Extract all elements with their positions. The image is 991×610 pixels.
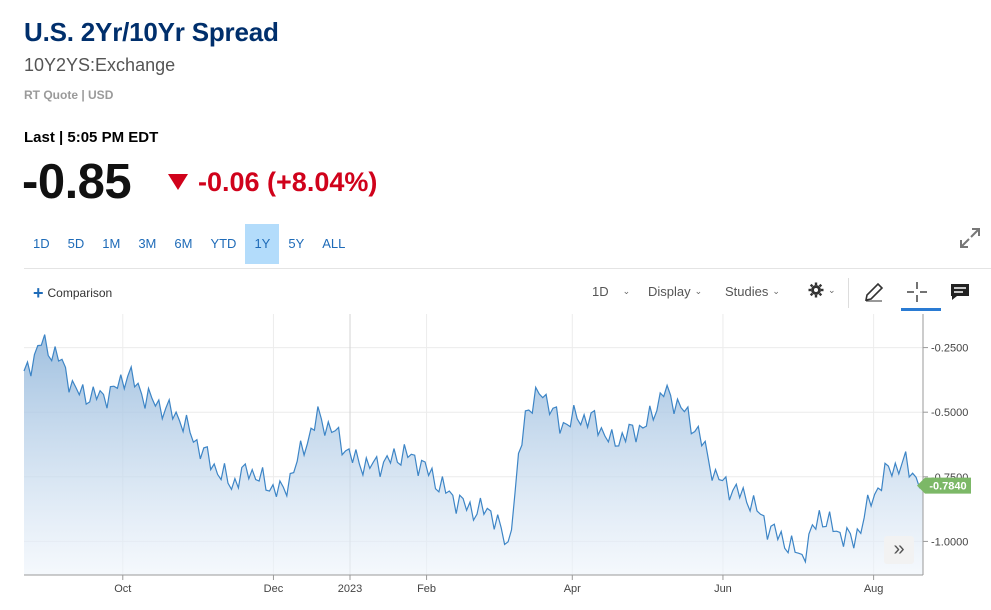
- toolbar-separator: [848, 278, 849, 308]
- symbol-label: 10Y2YS:Exchange: [24, 55, 176, 75]
- chevron-down-icon: ⌄: [772, 286, 780, 296]
- crosshair-active-indicator: [901, 308, 941, 311]
- price-change: -0.06 (+8.04%): [198, 167, 378, 197]
- display-label: Display: [648, 284, 691, 299]
- display-dropdown[interactable]: Display ⌄: [648, 284, 702, 299]
- comparison-label: Comparison: [47, 286, 113, 300]
- range-tab-5y[interactable]: 5Y: [288, 236, 305, 251]
- y-tick-label: -0.2500: [931, 343, 968, 355]
- expand-icon[interactable]: [958, 226, 982, 250]
- range-tab-ytd[interactable]: YTD: [210, 236, 237, 251]
- chevron-down-icon: ⌄: [622, 286, 631, 296]
- last-update-label: Last | 5:05 PM EDT: [24, 129, 159, 146]
- range-tab-all[interactable]: ALL: [322, 236, 346, 251]
- x-tick-label: Apr: [564, 583, 581, 595]
- x-tick-label: Jun: [714, 583, 732, 595]
- down-arrow-icon: [168, 174, 188, 190]
- y-tick-label: -0.5000: [931, 407, 968, 419]
- studies-label: Studies: [725, 284, 769, 299]
- x-tick-label: Feb: [417, 583, 436, 595]
- pencil-icon[interactable]: [862, 280, 886, 304]
- range-tab-3m[interactable]: 3M: [138, 236, 157, 251]
- spread-chart[interactable]: -0.2500-0.5000-0.7500-1.0000OctDec2023Fe…: [0, 312, 991, 610]
- scroll-forward-button[interactable]: »: [884, 536, 914, 564]
- y-tick-label: -1.0000: [931, 536, 968, 548]
- x-tick-label: 2023: [338, 583, 362, 595]
- comparison-button[interactable]: + Comparison: [33, 283, 113, 303]
- time-range-tabs: 1D 5D 1M 3M 6M YTD 1Y 5Y ALL: [24, 224, 354, 264]
- range-tab-5d[interactable]: 5D: [67, 236, 85, 251]
- range-tab-1d[interactable]: 1D: [33, 236, 50, 251]
- range-tab-1m[interactable]: 1M: [102, 236, 121, 251]
- last-value-badge: [917, 477, 971, 494]
- interval-label: 1D: [592, 284, 609, 299]
- chevron-down-icon: ⌄: [828, 284, 836, 295]
- chevron-down-icon: ⌄: [694, 286, 703, 296]
- gear-icon: [808, 282, 824, 298]
- spread-area: [24, 334, 923, 575]
- spread-line: [23, 334, 924, 564]
- plus-icon: +: [33, 283, 44, 303]
- studies-dropdown[interactable]: Studies ⌄: [725, 284, 780, 299]
- last-value-label: -0.7840: [929, 481, 966, 493]
- interval-dropdown[interactable]: 1D ⌄: [592, 284, 630, 299]
- crosshair-icon[interactable]: [905, 280, 929, 304]
- last-price: -0.85: [22, 155, 132, 209]
- range-tab-6m[interactable]: 6M: [174, 236, 193, 251]
- range-tab-1y[interactable]: 1Y: [245, 224, 280, 264]
- quote-type-label: RT Quote | USD: [24, 88, 114, 102]
- settings-dropdown[interactable]: ⌄: [808, 282, 836, 298]
- x-tick-label: Dec: [264, 583, 284, 595]
- toolbar-divider: [24, 268, 991, 269]
- x-tick-label: Aug: [864, 583, 884, 595]
- x-tick-label: Oct: [114, 583, 131, 595]
- comment-icon[interactable]: [948, 280, 972, 304]
- page-title: U.S. 2Yr/10Yr Spread: [24, 17, 279, 47]
